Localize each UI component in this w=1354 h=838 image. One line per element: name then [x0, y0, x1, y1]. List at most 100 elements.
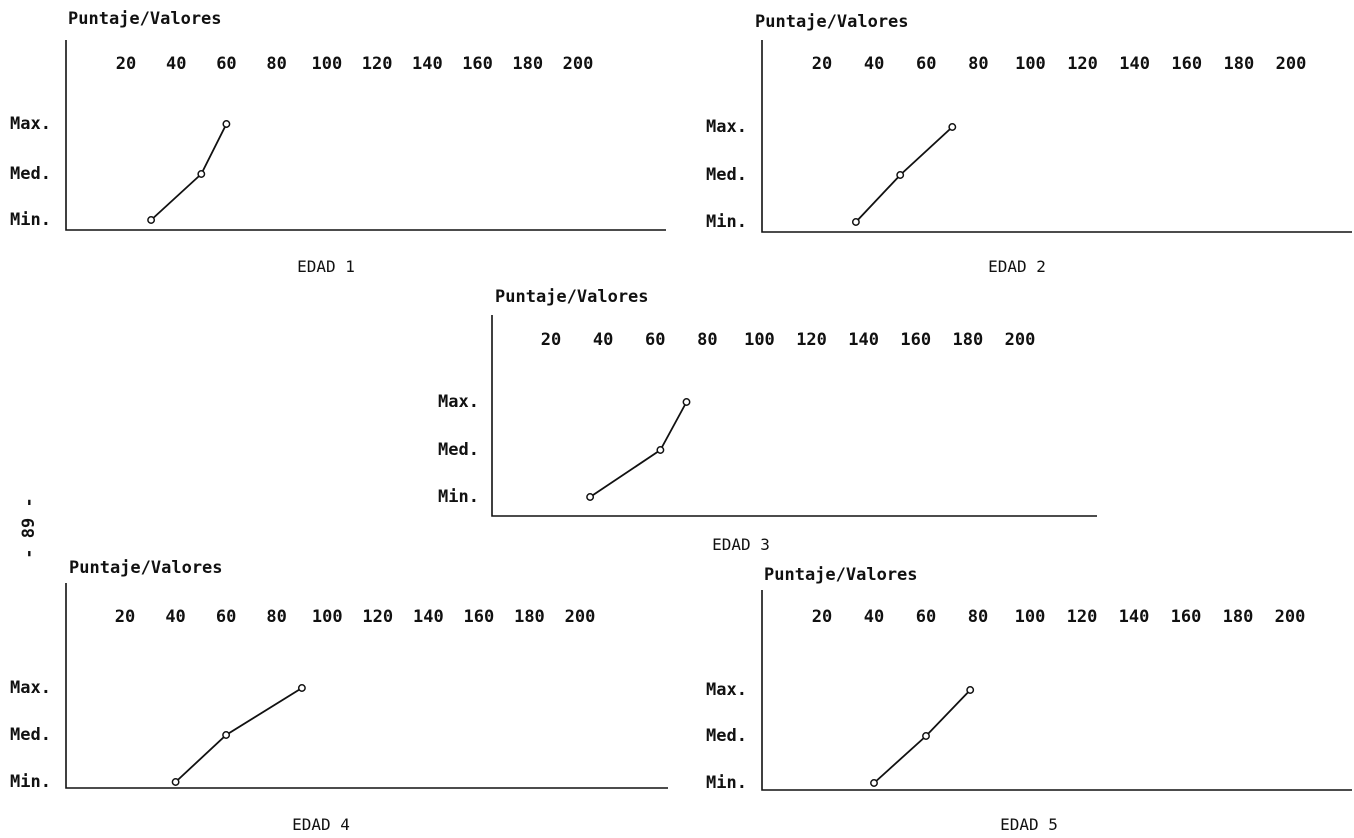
- x-tick-label: 60: [216, 54, 236, 74]
- data-point: [966, 686, 975, 694]
- page-number: - 89 -: [19, 497, 39, 558]
- chart-axes: [761, 590, 1352, 791]
- chart-title: Puntaje/Valores: [68, 9, 222, 29]
- x-tick-label: 140: [1119, 54, 1150, 74]
- x-tick-label: 20: [812, 607, 832, 627]
- x-tick-label: 180: [1224, 54, 1255, 74]
- x-tick-label: 160: [1171, 607, 1202, 627]
- data-point: [870, 779, 878, 787]
- category-label: Med.: [10, 725, 51, 745]
- x-tick-label: 120: [1067, 607, 1098, 627]
- category-label: Min.: [706, 773, 747, 793]
- x-tick-label: 40: [166, 54, 186, 74]
- chart-axes: [761, 40, 1352, 233]
- x-tick-label: 100: [1015, 54, 1046, 74]
- x-tick-label: 200: [1276, 54, 1307, 74]
- x-tick-label: 60: [916, 54, 936, 74]
- x-tick-label: 180: [1223, 607, 1254, 627]
- x-tick-label: 120: [362, 607, 393, 627]
- x-tick-label: 20: [116, 54, 136, 74]
- chart-title: Puntaje/Valores: [755, 12, 909, 32]
- x-tick-label: 160: [1171, 54, 1202, 74]
- chart-caption: EDAD 4: [292, 815, 350, 834]
- x-tick-label: 120: [362, 54, 393, 74]
- x-tick-label: 100: [312, 54, 343, 74]
- category-label: Med.: [10, 164, 51, 184]
- category-label: Min.: [10, 772, 51, 792]
- x-tick-label: 60: [645, 330, 665, 350]
- x-tick-label: 80: [266, 54, 286, 74]
- x-tick-label: 20: [541, 330, 561, 350]
- x-tick-label: 180: [514, 607, 545, 627]
- data-point: [896, 171, 905, 179]
- chart-title: Puntaje/Valores: [764, 565, 918, 585]
- category-label: Max.: [706, 680, 747, 700]
- category-label: Min.: [438, 487, 479, 507]
- series-line: [589, 401, 688, 498]
- chart-panel-3: Puntaje/Valores 20 40 60 80 100 120 140 160 180 20…: [438, 287, 1097, 554]
- x-tick-label: 200: [1275, 607, 1306, 627]
- x-tick-label: 140: [848, 330, 879, 350]
- data-point: [851, 218, 860, 226]
- x-tick-label: 60: [916, 607, 936, 627]
- chart-axes: [491, 315, 1097, 517]
- category-label: Max.: [438, 392, 479, 412]
- x-tick-label: 80: [968, 54, 988, 74]
- chart-title: Puntaje/Valores: [69, 558, 223, 578]
- chart-caption: EDAD 2: [988, 257, 1046, 276]
- x-tick-label: 100: [1015, 607, 1046, 627]
- data-point: [682, 398, 691, 406]
- x-tick-label: 200: [1005, 330, 1036, 350]
- category-label: Med.: [438, 440, 479, 460]
- data-point: [222, 731, 231, 739]
- chart-caption: EDAD 5: [1000, 815, 1058, 834]
- chart-title: Puntaje/Valores: [495, 287, 649, 307]
- data-point: [147, 216, 156, 224]
- category-label: Min.: [10, 210, 51, 230]
- x-tick-label: 120: [796, 330, 827, 350]
- chart-panel-2: Puntaje/Valores 20 40 60 80 100 120 140 160 180 20…: [706, 12, 1352, 276]
- data-point: [586, 493, 595, 501]
- x-tick-label: 100: [312, 607, 343, 627]
- x-tick-label: 60: [216, 607, 236, 627]
- x-tick-label: 40: [864, 607, 884, 627]
- data-point: [922, 732, 930, 740]
- x-tick-label: 80: [266, 607, 286, 627]
- data-point: [197, 170, 206, 178]
- x-tick-label: 200: [565, 607, 596, 627]
- chart-caption: EDAD 1: [297, 257, 355, 276]
- x-tick-label: 20: [115, 607, 135, 627]
- category-label: Min.: [706, 212, 747, 232]
- x-tick-label: 120: [1067, 54, 1098, 74]
- x-tick-label: 160: [900, 330, 931, 350]
- chart-caption: EDAD 3: [712, 535, 770, 554]
- x-tick-label: 40: [593, 330, 613, 350]
- x-tick-label: 180: [512, 54, 543, 74]
- x-tick-label: 40: [864, 54, 884, 74]
- series-line: [174, 687, 303, 783]
- chart-axes: [65, 583, 668, 789]
- x-tick-label: 80: [697, 330, 717, 350]
- category-label: Max.: [706, 117, 747, 137]
- chart-axes: [65, 40, 666, 231]
- category-label: Med.: [706, 726, 747, 746]
- chart-panel-1: Puntaje/Valores 20 40 60 80 100 120 140 160 180 20…: [10, 9, 666, 276]
- x-tick-label: 100: [744, 330, 775, 350]
- x-tick-label: 140: [413, 607, 444, 627]
- x-tick-label: 40: [165, 607, 185, 627]
- category-label: Max.: [10, 678, 51, 698]
- x-tick-label: 180: [953, 330, 984, 350]
- category-label: Max.: [10, 114, 51, 134]
- x-tick-label: 160: [462, 54, 493, 74]
- x-tick-label: 160: [464, 607, 495, 627]
- x-tick-label: 200: [563, 54, 594, 74]
- x-tick-label: 140: [412, 54, 443, 74]
- data-point: [222, 120, 231, 128]
- x-tick-label: 140: [1119, 607, 1150, 627]
- data-point: [948, 123, 957, 131]
- x-tick-label: 80: [968, 607, 988, 627]
- data-point: [171, 778, 180, 786]
- data-point: [656, 446, 665, 454]
- series-line: [150, 123, 228, 221]
